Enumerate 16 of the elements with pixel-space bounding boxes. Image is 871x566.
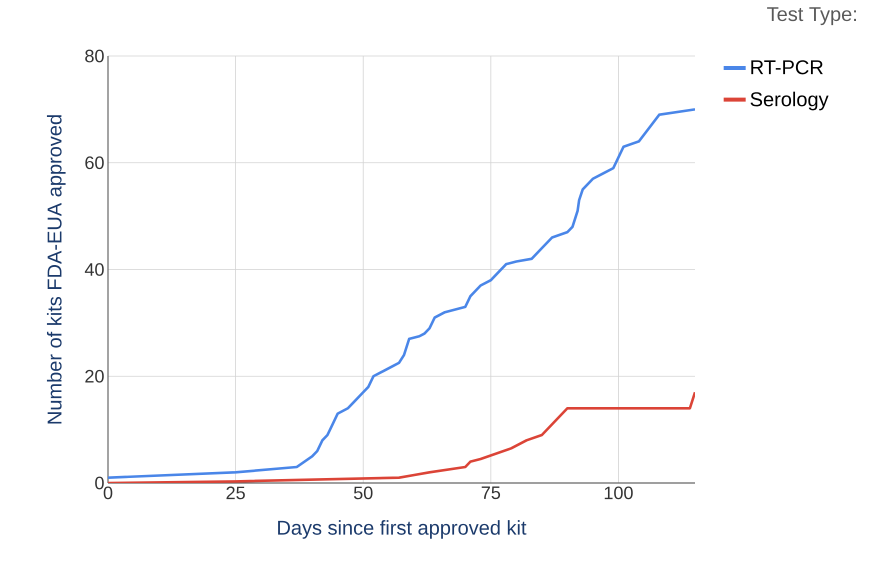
x-tick-label: 0 — [104, 486, 112, 500]
y-tick-label: 0 — [95, 476, 104, 490]
x-tick-label: 100 — [604, 486, 633, 500]
legend-title: Test Type: — [767, 7, 856, 26]
y-axis-title: Number of kits FDA-EUA approved — [46, 115, 66, 424]
y-tick-label: 60 — [85, 156, 104, 170]
legend-label: RT-PCR — [751, 60, 823, 74]
x-axis-title: Days since first approved kit — [278, 520, 526, 539]
x-tick-label: 75 — [482, 486, 500, 500]
y-tick-label: 80 — [85, 50, 104, 62]
y-tick-label: 20 — [85, 370, 104, 383]
line-series — [108, 108, 696, 479]
x-tick-label: 50 — [354, 486, 373, 500]
y-tick-label: 40 — [84, 263, 104, 276]
legend-label: Serology — [750, 92, 829, 110]
x-tick-label: 25 — [226, 486, 245, 500]
